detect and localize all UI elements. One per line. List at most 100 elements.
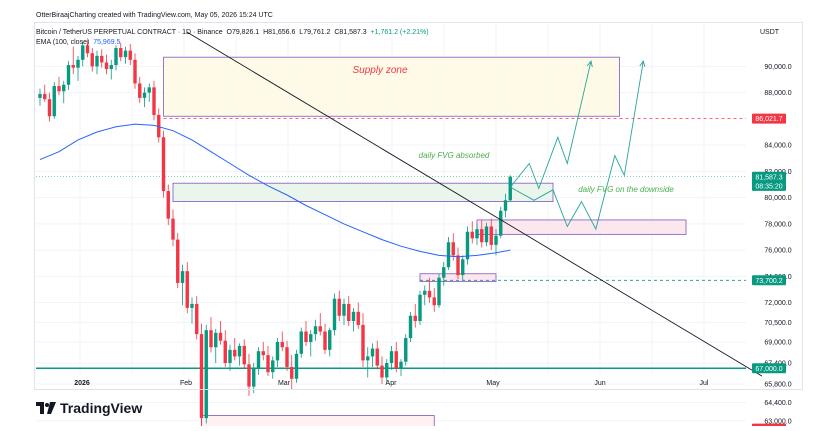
ema-value: 75,969.5 — [93, 39, 121, 46]
ema-line — [39, 123, 511, 258]
currency-label: USDT — [760, 29, 780, 36]
candle — [356, 302, 360, 329]
candle-body — [456, 255, 460, 276]
symbol-legend[interactable]: Bitcoin / TetherUS PERPETUAL CONTRACT · … — [36, 29, 429, 36]
supply-zone — [163, 56, 620, 117]
candle-body — [147, 87, 151, 93]
x-tick-label: Apr — [386, 380, 398, 387]
trendline — [187, 31, 763, 377]
candle-body — [508, 176, 512, 201]
candle — [503, 193, 508, 218]
ema-legend[interactable]: EMA (100, close) 75,969.5 — [36, 39, 120, 46]
candle — [456, 247, 460, 279]
candle — [361, 313, 365, 367]
tradingview-brand[interactable]: TradingView — [36, 400, 142, 416]
candle-body — [480, 229, 484, 243]
candle-body — [361, 324, 365, 361]
daily-fvg-downside-label: daily FVG on the downside — [578, 185, 674, 194]
candle-body — [209, 330, 213, 348]
candle-body — [128, 50, 132, 60]
candle — [484, 222, 489, 247]
candle-body — [214, 332, 218, 348]
candle-body — [389, 351, 394, 363]
price-badge: 86,021.7 — [752, 113, 786, 124]
price-labels: 86,021.7 81,587.3 08:35:20 73,700.2 67,000.0… — [752, 113, 786, 431]
candle-body — [138, 83, 142, 98]
candle — [114, 45, 118, 71]
candle — [171, 209, 175, 247]
candle — [237, 343, 242, 366]
candle-body — [299, 331, 303, 354]
x-tick-label: Feb — [180, 380, 192, 387]
candle — [195, 296, 199, 340]
y-tick-label: 65,800.0 — [764, 382, 791, 389]
y-tick-label: 63,000.0 — [764, 418, 791, 425]
candle-body — [81, 45, 85, 60]
candle-body — [233, 349, 237, 357]
x-tick-label: Jun — [594, 380, 605, 387]
candles — [38, 40, 512, 429]
candle-body — [470, 231, 474, 239]
candle — [271, 356, 275, 379]
open-value: 79,826.1 — [231, 29, 260, 36]
candle-body — [328, 330, 332, 350]
candle-body — [104, 62, 109, 69]
x-tick-label: Jul — [700, 380, 709, 387]
candle — [247, 353, 251, 396]
candle-body — [100, 55, 104, 63]
daily-fvg-downside — [476, 219, 687, 235]
candle — [95, 50, 99, 75]
candle — [508, 175, 512, 202]
candle — [304, 321, 308, 346]
supply-zone-label: Supply zone — [352, 65, 407, 76]
candle — [76, 55, 80, 81]
candle — [133, 53, 137, 89]
low-label: L — [299, 29, 304, 36]
candle-body — [275, 342, 280, 361]
high-label: H — [263, 29, 269, 36]
candle-body — [247, 364, 251, 387]
candle-body — [461, 259, 465, 276]
candle — [166, 184, 170, 226]
zone-labels: Supply zone daily FVG absorbed daily FVG o… — [352, 65, 674, 194]
x-tick-label: 2026 — [74, 380, 90, 387]
candle — [475, 223, 479, 245]
candle — [180, 264, 185, 306]
projection-path — [510, 61, 644, 231]
candle — [43, 84, 47, 102]
candle-body — [271, 360, 275, 373]
candle-body — [261, 351, 265, 356]
candle — [242, 339, 246, 369]
candle — [494, 229, 498, 256]
candle — [323, 323, 327, 354]
candle — [404, 334, 408, 366]
candle — [337, 290, 341, 321]
candle — [190, 297, 194, 324]
candle-body — [119, 48, 123, 58]
candle — [128, 44, 132, 66]
candle — [423, 285, 427, 306]
candle-body — [375, 348, 379, 366]
candle — [328, 327, 332, 357]
candle — [437, 273, 441, 308]
x-tick-label: May — [486, 380, 500, 387]
candle-body — [323, 331, 327, 350]
low-value: 79,761.2 — [303, 29, 331, 36]
candle — [366, 347, 370, 378]
candle — [427, 277, 432, 303]
candle — [233, 338, 237, 361]
candle — [100, 49, 104, 68]
candle-body — [503, 200, 508, 211]
candle-body — [394, 351, 398, 369]
low-box — [201, 415, 435, 431]
candle — [285, 340, 289, 371]
candle-body — [228, 349, 232, 363]
tradingview-logo-icon — [36, 402, 56, 414]
candle — [85, 40, 90, 58]
candle — [252, 363, 256, 394]
time-axis: 2026 Feb Mar Apr May Jun Jul — [74, 380, 709, 387]
candle — [275, 338, 280, 367]
candle-body — [90, 53, 94, 67]
candle — [266, 345, 270, 377]
